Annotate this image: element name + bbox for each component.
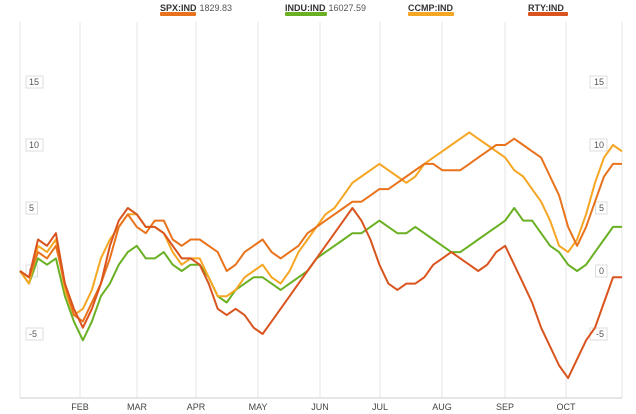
series-lines [19, 131, 623, 380]
legend-item-ccmp[interactable]: CCMP:IND [408, 3, 453, 13]
month-axis: FEB MAR APR MAY JUN JUL AUG SEP OCT [71, 402, 576, 412]
month-tick-label: SEP [496, 402, 514, 412]
legend-swatch-rty [528, 12, 568, 16]
y-tick-label: -5 [29, 329, 37, 339]
legend-label-ccmp: CCMP:IND [408, 3, 453, 13]
y-tick-label: 10 [29, 140, 39, 150]
series-line-indu[interactable] [19, 207, 622, 342]
y-tick-label: 10 [594, 140, 604, 150]
y-tick-box [25, 201, 38, 215]
y-tick-box [589, 75, 608, 89]
legend-value-indu: 16027.59 [328, 3, 367, 13]
legend-item-indu[interactable]: INDU:IND 16027.59 [285, 3, 366, 13]
y-tick-box [25, 327, 44, 341]
month-tick-label: MAR [127, 402, 148, 412]
legend-label-spx: SPX:IND [160, 3, 197, 13]
y-tick-label: 0 [599, 266, 604, 276]
y-tick-label: -5 [596, 329, 604, 339]
y-tick-box [25, 75, 44, 89]
month-tick-label: MAY [249, 402, 268, 412]
legend-item-spx[interactable]: SPX:IND 1829.83 [160, 3, 232, 13]
month-tick-label: OCT [557, 402, 577, 412]
y-tick-box [595, 201, 608, 215]
legend-item-rty[interactable]: RTY:IND [528, 3, 564, 13]
month-tick-label: APR [187, 402, 206, 412]
y-tick-box [25, 138, 44, 152]
y-tick-label: 15 [29, 77, 39, 87]
legend-swatch-indu [285, 12, 327, 16]
legend-swatch-ccmp [408, 12, 454, 16]
y-tick-label: 5 [29, 203, 34, 213]
month-tick-label: AUG [432, 402, 452, 412]
month-tick-label: JUN [311, 402, 329, 412]
legend-label-rty: RTY:IND [528, 3, 564, 13]
month-tick-label: JUL [372, 402, 388, 412]
month-tick-label: FEB [71, 402, 89, 412]
y-tick-box [595, 264, 608, 278]
gridlines [19, 22, 623, 399]
series-line-spx[interactable] [19, 137, 622, 323]
legend-swatch-spx [160, 12, 196, 16]
legend-label-indu: INDU:IND [285, 3, 326, 13]
y-tick-box [589, 138, 608, 152]
legend-value-spx: 1829.83 [199, 3, 233, 13]
series-line-rty[interactable] [19, 207, 622, 380]
legend: SPX:IND 1829.83 INDU:IND 16027.59 CCMP:IND… [0, 0, 636, 20]
y-tick-label: 5 [599, 203, 604, 213]
y-tick-label: 15 [594, 77, 604, 87]
